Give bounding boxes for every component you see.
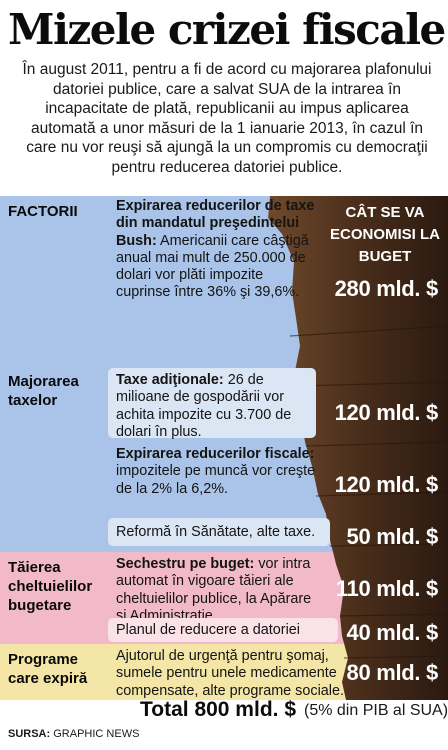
total-label: Total 800 mld. $ [140,698,296,721]
page-title: Mizele crizei fiscale [8,5,446,54]
source-label: SURSA: [8,728,51,740]
box-health-reform [108,518,330,546]
cliff-shape [268,196,448,700]
category-cuts: Tăierea cheltuielilor bugetare [8,559,93,614]
factor-expiring-programs: Ajutorul de urgenţă pentru şomaj, sumele… [116,648,344,699]
category-taxes: Majorarea taxelor [8,373,79,409]
total-row: Total 800 mld. $ (5% din PIB al SUA) [0,698,448,722]
factor-bush-tax-cuts: Expirarea reducerilor de taxe din mandat… [116,198,315,301]
factor-debt-plan: Planul de reducere a datoriei [116,622,301,638]
fiscal-cliff-graphic: FACTORII CÂT SE VA ECONOMISI LA BUGET Ma… [0,196,448,700]
source-value: GRAPHIC NEWS [53,728,140,740]
amount-additional-taxes: 120 mld. $ [334,400,439,425]
box-additional-taxes [108,368,316,438]
amount-health-reform: 50 mld. $ [346,524,439,549]
amount-budget-sequester: 110 mld. $ [335,576,438,601]
factor-tax-relief-expiry: Expirarea reducerilor fiscale: impozitel… [116,446,316,497]
amount-expiring-programs: 80 mld. $ [346,660,439,685]
factors-header: FACTORII [8,203,78,220]
source-line: SURSA: GRAPHIC NEWS [8,728,139,740]
amount-debt-plan: 40 mld. $ [346,620,439,645]
savings-header: CÂT SE VA ECONOMISI LA BUGET [330,204,441,265]
background-illustration [0,196,448,700]
amount-bush-tax-cuts: 280 mld. $ [334,276,439,301]
intro-paragraph: În august 2011, pentru a fi de acord cu … [22,61,432,176]
factor-additional-taxes: Taxe adiţionale: 26 de milioane de gospo… [116,372,292,440]
amount-tax-relief-expiry: 120 mld. $ [334,472,439,497]
total-note: (5% din PIB al SUA) [304,702,448,719]
box-debt-plan [108,618,338,642]
factor-health-reform: Reformă în Sănătate, alte taxe. [116,524,316,540]
category-programs: Programe care expiră [8,651,88,687]
factor-budget-sequester: Sechestru pe buget: vor intra automat în… [116,556,312,624]
